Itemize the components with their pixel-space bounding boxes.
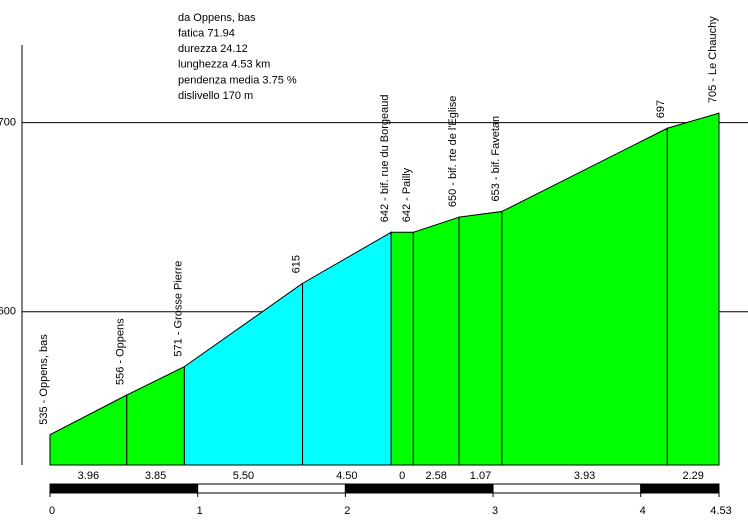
distance-band (640, 483, 720, 494)
segment-label: 4.50 (336, 470, 357, 482)
x-tick-label: 3 (492, 505, 498, 517)
x-tick-label: 1 (197, 505, 203, 517)
segment (183, 282, 304, 466)
segment-label: 1.07 (470, 470, 491, 482)
segment-label: 0 (399, 470, 405, 482)
x-tick-label: 4 (640, 505, 646, 517)
segment (390, 231, 414, 466)
point-label: 615 (290, 255, 302, 273)
distance-band (49, 483, 199, 494)
x-tick-label: 2 (344, 505, 350, 517)
point-label: 535 - Oppens, bas (38, 334, 50, 425)
point-label: 697 (655, 100, 667, 118)
segment-label: 3.85 (145, 470, 166, 482)
x-tick-label: 4.53 (710, 505, 731, 517)
point-label: 650 - bif. rte de l'Eglise (447, 96, 459, 208)
segment (49, 394, 128, 466)
distance-band (492, 483, 642, 494)
segment (666, 112, 720, 466)
point-label: 705 - Le Chauchy (707, 16, 719, 103)
y-tick-label: 600 (0, 306, 16, 318)
point-label: 571 - Grosse Pierre (172, 261, 184, 357)
segment (458, 210, 503, 466)
info-line: durezza 24.12 (178, 43, 248, 55)
y-tick-label: 700 (0, 116, 16, 128)
info-line: dislivello 170 m (178, 90, 253, 102)
segment (412, 216, 460, 466)
x-tick-label: 0 (49, 505, 55, 517)
info-line: lunghezza 4.53 km (178, 59, 270, 71)
point-label: 556 - Oppens (115, 318, 127, 385)
segment-label: 5.50 (233, 470, 254, 482)
point-label: 653 - bif. Favetan (490, 116, 502, 202)
point-label: 642 - Pailly (401, 167, 413, 222)
distance-band (197, 483, 346, 494)
segment-label: 2.29 (682, 470, 703, 482)
info-line: da Oppens, bas (178, 12, 256, 24)
segment (126, 365, 185, 466)
segment-label: 3.96 (78, 470, 99, 482)
segment (501, 127, 668, 466)
distance-band (344, 483, 494, 494)
segment-label: 2.58 (425, 470, 446, 482)
point-label: 642 - bif. rue du Borgeaud (379, 94, 391, 222)
segment (302, 231, 392, 466)
info-line: fatica 71.94 (178, 28, 235, 40)
info-line: pendenza media 3.75 % (178, 74, 297, 86)
segment-label: 3.93 (574, 470, 595, 482)
